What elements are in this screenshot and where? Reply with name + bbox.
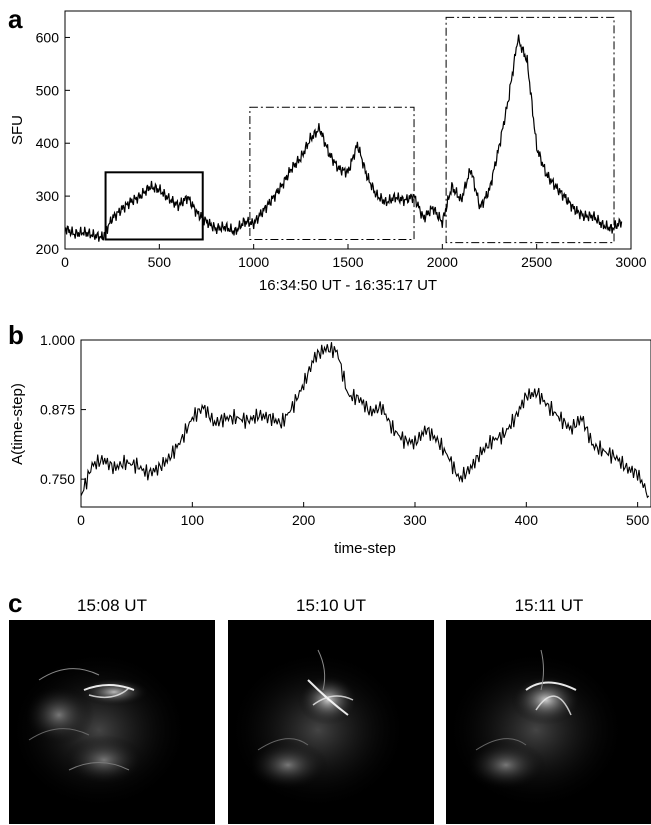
image-label-3: 15:11 UT (514, 596, 584, 615)
chart-a-region-box (445, 16, 615, 244)
chart-a-ylabel: SFU (9, 115, 26, 145)
chart-a: SFU 16:34:50 UT - 16:35:17 UT 0 500 1000 15… (9, 10, 647, 294)
chart-b-x-tick-label: 200 (292, 512, 316, 528)
chart-b-y-tick-label: 0.875 (40, 402, 75, 418)
chart-a-x-tick-label: 2000 (427, 254, 458, 270)
chart-b: A(time-step) time-step 0 100 200 300 400 500 0… (9, 332, 651, 557)
chart-b-x-tick-label: 300 (403, 512, 427, 528)
panel-a-letter: a (8, 4, 23, 34)
chart-b-ylabel: A(time-step) (9, 383, 26, 465)
chart-b-x-tick-label: 400 (515, 512, 539, 528)
chart-a-region-box (249, 106, 415, 240)
solar-image-1 (9, 620, 215, 824)
chart-a-xlabel: 16:34:50 UT - 16:35:17 UT (259, 277, 437, 294)
image-label-1: 15:08 UT (77, 596, 147, 615)
chart-a-region-box (104, 171, 204, 241)
panel-c-letter: c (8, 588, 23, 618)
chart-b-y-tick-label: 0.750 (40, 471, 75, 487)
chart-a-series-line (64, 34, 623, 242)
chart-a-x-tick-label: 2500 (521, 254, 552, 270)
chart-b-y-tick-label: 1.000 (40, 332, 75, 348)
chart-a-x-tick-label: 1000 (238, 254, 269, 270)
solar-image-3 (446, 620, 651, 824)
image-label-2: 15:10 UT (296, 596, 366, 615)
chart-b-x-tick-label: 0 (77, 512, 85, 528)
chart-b-x-tick-label: 100 (181, 512, 205, 528)
chart-a-y-tick-label: 600 (36, 29, 60, 45)
chart-a-y-tick-label: 300 (36, 188, 60, 204)
chart-a-y-tick-label: 200 (36, 241, 60, 257)
chart-b-x-tick-label: 500 (626, 512, 650, 528)
chart-a-plot-frame (64, 10, 632, 250)
chart-b-xlabel: time-step (334, 540, 396, 557)
chart-b-series-line (80, 342, 650, 499)
panel-b-letter: b (8, 320, 24, 350)
chart-a-x-tick-label: 500 (148, 254, 172, 270)
solar-image-2 (228, 620, 434, 824)
chart-a-x-tick-label: 0 (61, 254, 69, 270)
chart-a-x-tick-label: 3000 (615, 254, 646, 270)
chart-a-y-tick-label: 400 (36, 135, 60, 151)
chart-b-plot-frame (80, 339, 651, 508)
chart-a-x-tick-label: 1500 (332, 254, 363, 270)
chart-a-y-tick-label: 500 (36, 82, 60, 98)
